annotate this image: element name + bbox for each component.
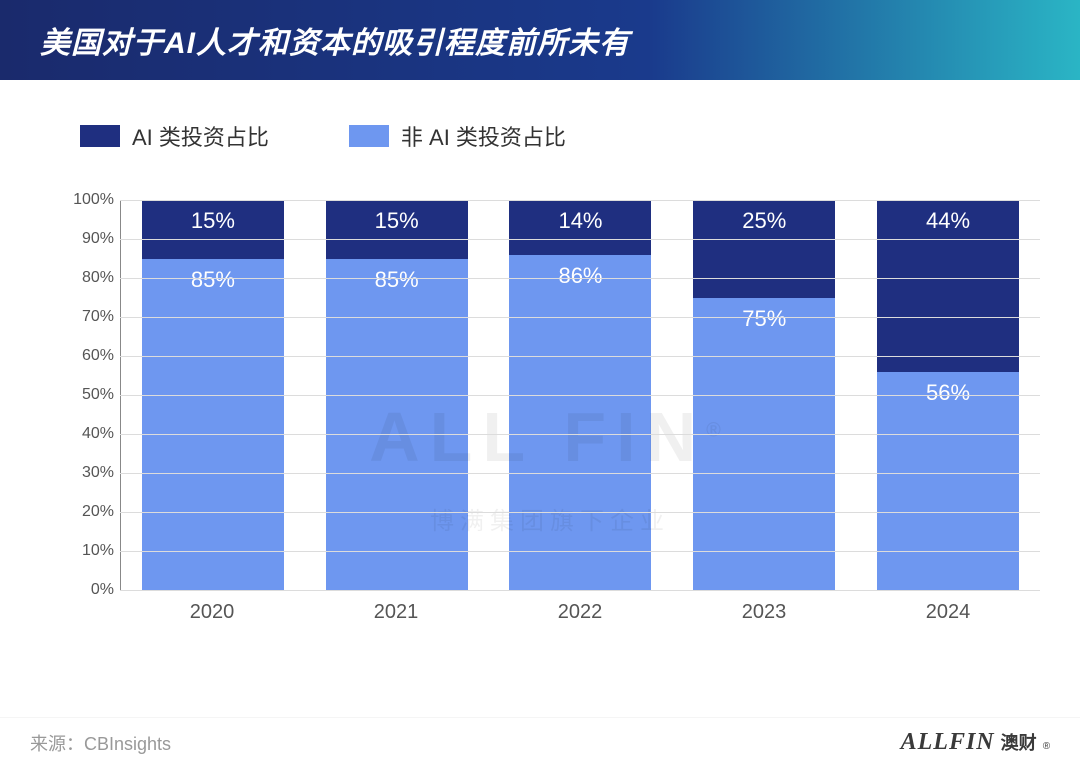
y-tick: 60% bbox=[82, 347, 114, 365]
y-tick: 0% bbox=[91, 581, 114, 599]
x-label: 2024 bbox=[856, 591, 1040, 630]
y-tick: 100% bbox=[73, 191, 114, 209]
bar-segment-ai: 44% bbox=[877, 200, 1019, 372]
x-label: 2022 bbox=[488, 591, 672, 630]
legend-label: 非 AI 类投资占比 bbox=[401, 120, 566, 152]
stacked-bar-chart: 0%10%20%30%40%50%60%70%80%90%100% 85%15%… bbox=[60, 200, 1040, 630]
gridline bbox=[120, 551, 1040, 552]
gridline bbox=[120, 356, 1040, 357]
source-text: 来源：CBInsights bbox=[30, 730, 171, 756]
gridline bbox=[120, 512, 1040, 513]
gridline bbox=[120, 200, 1040, 201]
bar-segment-ai: 15% bbox=[326, 200, 468, 259]
x-label: 2020 bbox=[120, 591, 304, 630]
legend-swatch bbox=[349, 125, 389, 147]
legend-item: AI 类投资占比 bbox=[80, 120, 269, 152]
gridline bbox=[120, 278, 1040, 279]
y-tick: 40% bbox=[82, 425, 114, 443]
gridline bbox=[120, 395, 1040, 396]
footer: 来源：CBInsights ALLFIN 澳财® bbox=[0, 717, 1080, 767]
page-title: 美国对于AI人才和资本的吸引程度前所未有 bbox=[40, 18, 630, 62]
y-tick: 50% bbox=[82, 386, 114, 404]
bar-segment-ai: 25% bbox=[693, 200, 835, 298]
legend-swatch bbox=[80, 125, 120, 147]
bar-segment-non-ai: 86% bbox=[509, 255, 651, 590]
y-tick: 30% bbox=[82, 464, 114, 482]
chart-legend: AI 类投资占比 非 AI 类投资占比 bbox=[0, 80, 1080, 172]
gridline bbox=[120, 434, 1040, 435]
gridline bbox=[120, 473, 1040, 474]
legend-item: 非 AI 类投资占比 bbox=[349, 120, 566, 152]
gridline bbox=[120, 317, 1040, 318]
x-axis: 20202021202220232024 bbox=[120, 590, 1040, 630]
gridline bbox=[120, 239, 1040, 240]
bar-segment-non-ai: 75% bbox=[693, 298, 835, 591]
title-bar: 美国对于AI人才和资本的吸引程度前所未有 bbox=[0, 0, 1080, 80]
bar-segment-non-ai: 85% bbox=[326, 259, 468, 591]
y-tick: 90% bbox=[82, 230, 114, 248]
y-tick: 20% bbox=[82, 503, 114, 521]
legend-label: AI 类投资占比 bbox=[132, 120, 269, 152]
bar-segment-non-ai: 85% bbox=[142, 259, 284, 591]
bar-segment-ai: 14% bbox=[509, 200, 651, 255]
y-axis: 0%10%20%30%40%50%60%70%80%90%100% bbox=[60, 200, 120, 590]
x-label: 2021 bbox=[304, 591, 488, 630]
bar-segment-ai: 15% bbox=[142, 200, 284, 259]
y-tick: 80% bbox=[82, 269, 114, 287]
brand-logo: ALLFIN 澳财® bbox=[901, 729, 1050, 756]
bar-segment-non-ai: 56% bbox=[877, 372, 1019, 590]
x-label: 2023 bbox=[672, 591, 856, 630]
y-tick: 10% bbox=[82, 542, 114, 560]
gridline bbox=[120, 590, 1040, 591]
y-tick: 70% bbox=[82, 308, 114, 326]
